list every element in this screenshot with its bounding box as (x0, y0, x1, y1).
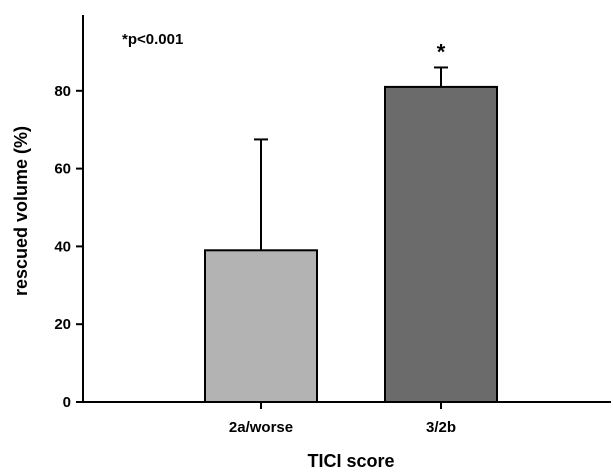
y-tick-label: 0 (63, 394, 71, 411)
bar-2a-worse (204, 249, 318, 403)
y-tick-label: 60 (54, 161, 71, 178)
y-tick-label: 40 (54, 238, 71, 255)
axes (82, 15, 611, 403)
bars (204, 85, 498, 403)
significance-marker: * (437, 39, 446, 64)
y-axis-label: rescued volume (%) (11, 126, 31, 296)
bar-3-2b (384, 85, 498, 403)
error-bars (254, 66, 448, 251)
significance-note: *p<0.001 (122, 31, 183, 48)
x-axis-label: TICI score (307, 451, 394, 471)
y-tick-label: 20 (54, 316, 71, 333)
x-ticks: 2a/worse 3/2b (229, 402, 456, 436)
x-tick-label: 2a/worse (229, 419, 293, 436)
x-tick-label: 3/2b (426, 419, 456, 436)
y-ticks: 0 20 40 60 80 (54, 83, 83, 411)
y-tick-label: 80 (54, 83, 71, 100)
